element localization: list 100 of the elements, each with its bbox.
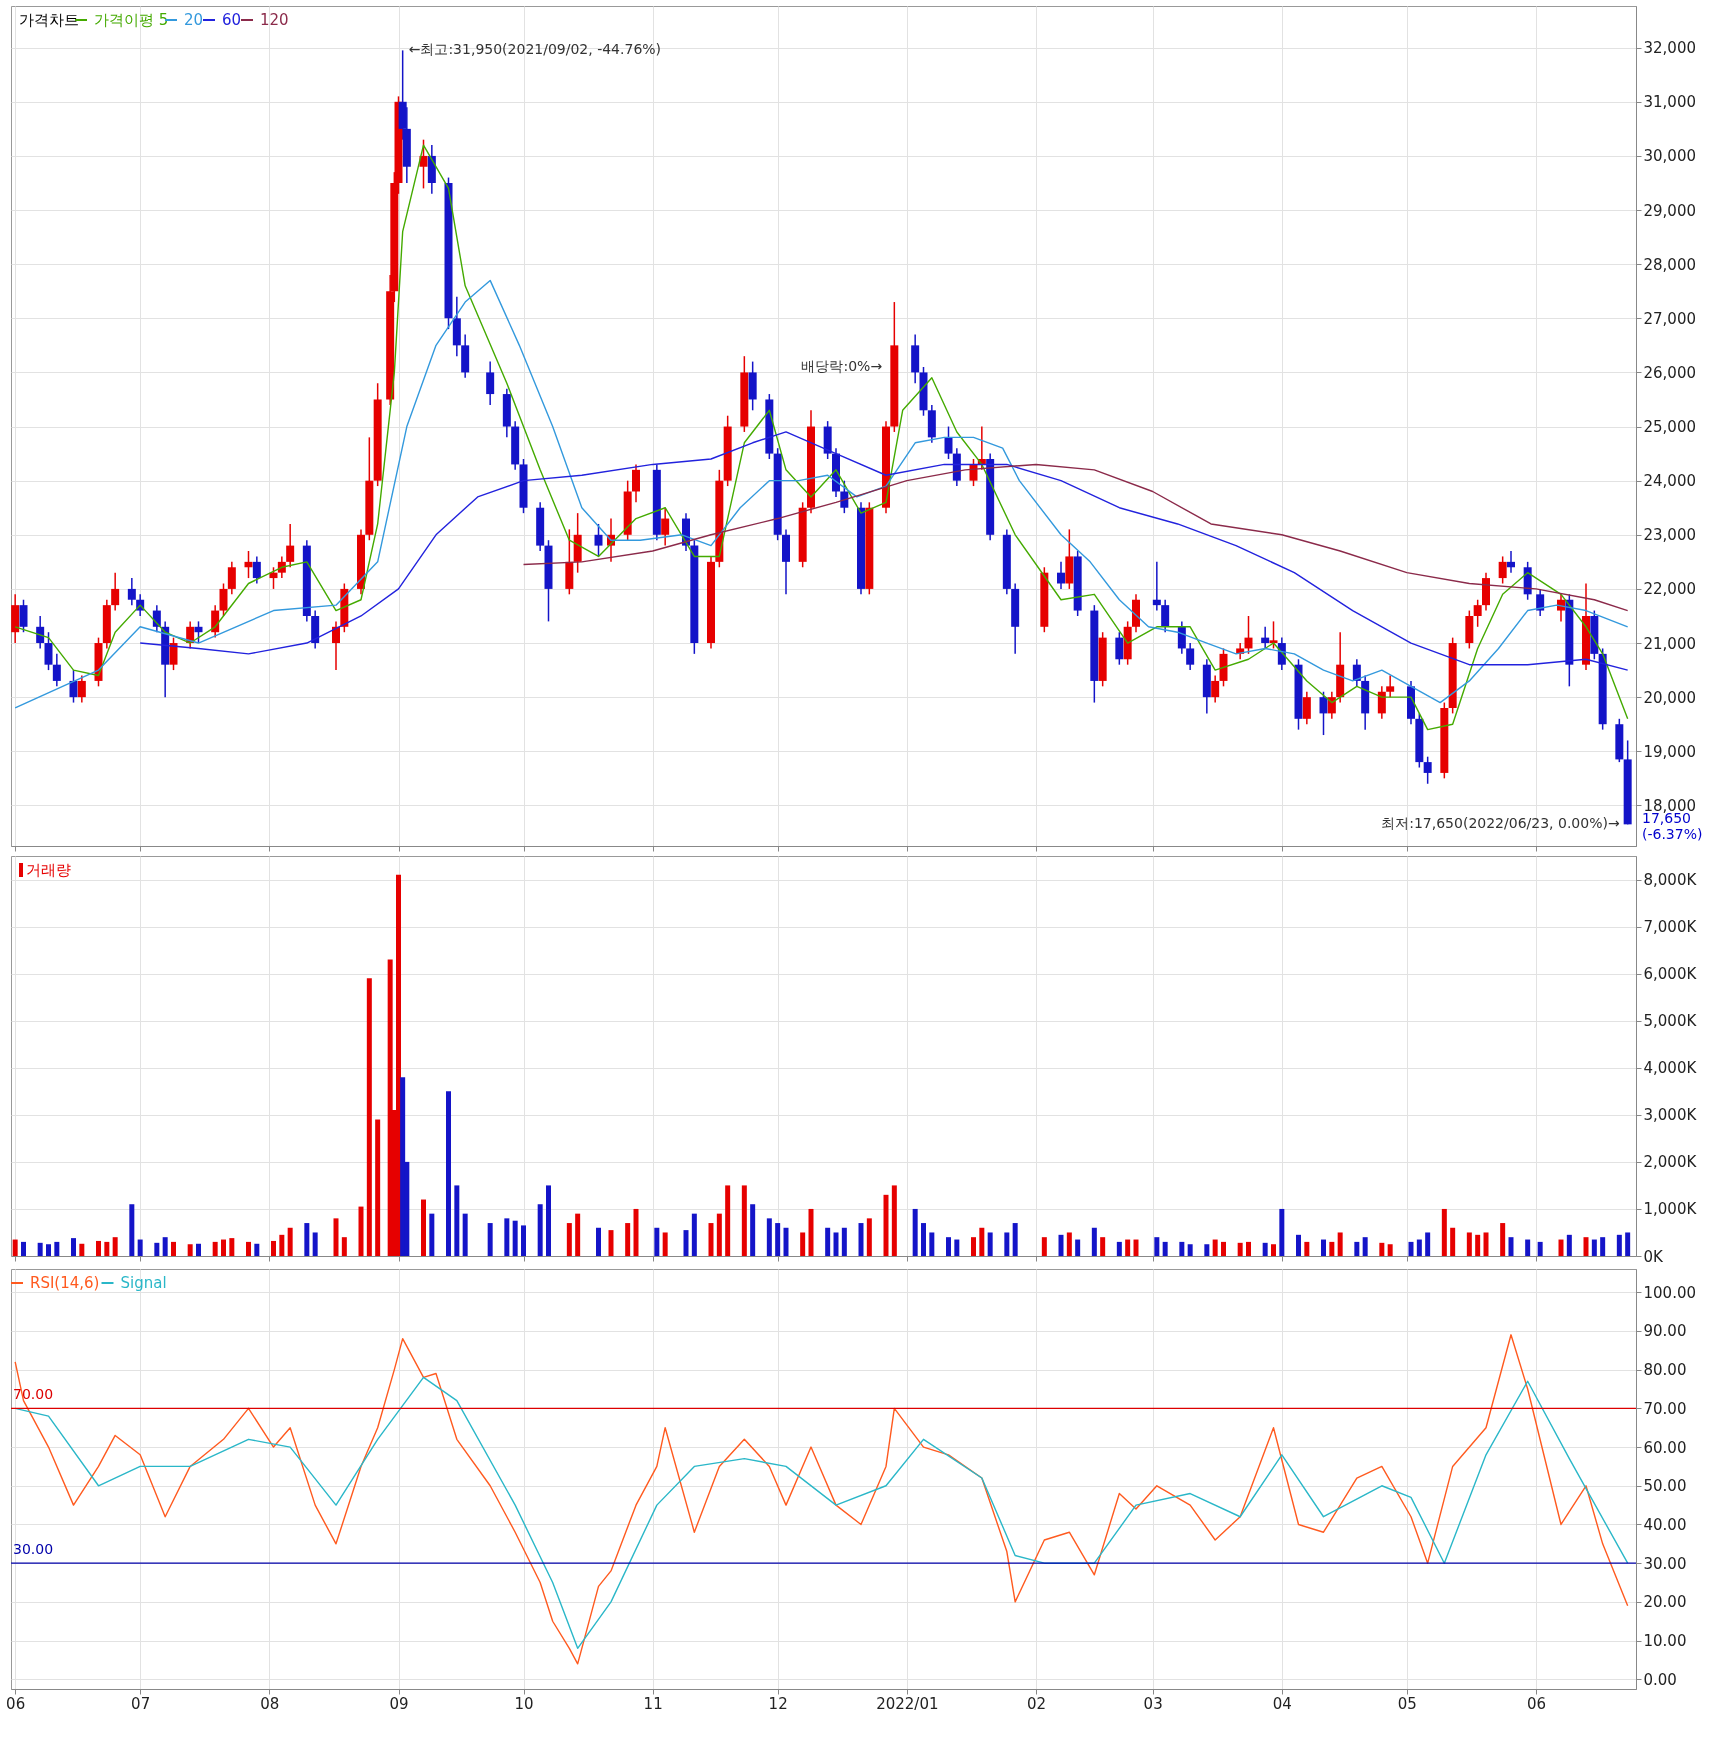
bar bbox=[504, 1218, 510, 1256]
bar bbox=[1304, 1241, 1310, 1256]
y-tick-label: 22,000 bbox=[1643, 580, 1696, 599]
bar bbox=[112, 1237, 118, 1256]
y-tick-label: 30,000 bbox=[1643, 147, 1696, 166]
bar bbox=[808, 1208, 814, 1256]
bar bbox=[1204, 1244, 1210, 1256]
y-tick-label: 20.00 bbox=[1643, 1593, 1687, 1612]
candlestick bbox=[840, 479, 849, 514]
candlestick bbox=[1269, 620, 1278, 650]
bar bbox=[716, 1213, 722, 1256]
bar bbox=[1566, 1234, 1572, 1256]
bar bbox=[883, 1194, 889, 1256]
bar bbox=[46, 1244, 51, 1256]
legend-label: 60 bbox=[222, 11, 242, 29]
bar bbox=[96, 1240, 101, 1256]
bar bbox=[304, 1223, 310, 1256]
bar bbox=[1337, 1232, 1343, 1256]
bar bbox=[825, 1227, 831, 1256]
bar bbox=[1221, 1241, 1226, 1256]
bar bbox=[833, 1232, 839, 1256]
y-tick-label: 80.00 bbox=[1643, 1361, 1687, 1380]
y-tick-label: 40.00 bbox=[1643, 1515, 1687, 1534]
candlestick bbox=[52, 653, 61, 688]
bar bbox=[37, 1242, 43, 1256]
bar bbox=[633, 1208, 639, 1256]
candlestick bbox=[594, 523, 603, 558]
bar bbox=[221, 1239, 226, 1256]
bar bbox=[79, 1243, 85, 1256]
bar bbox=[1179, 1241, 1185, 1256]
bar bbox=[566, 1223, 572, 1256]
bar bbox=[1466, 1232, 1472, 1256]
bar bbox=[187, 1244, 193, 1256]
line-series bbox=[14, 279, 1629, 709]
y-tick-label: 30.00 bbox=[1643, 1554, 1687, 1573]
bar bbox=[1296, 1234, 1301, 1256]
bar bbox=[1279, 1208, 1285, 1256]
bar bbox=[1537, 1241, 1543, 1256]
y-tick-label: 20,000 bbox=[1643, 688, 1696, 707]
y-tick-label: 8,000K bbox=[1643, 871, 1698, 890]
bar bbox=[841, 1227, 847, 1256]
bar bbox=[271, 1240, 276, 1256]
bar bbox=[1387, 1244, 1393, 1256]
candlestick bbox=[1152, 561, 1161, 612]
bar bbox=[1508, 1237, 1514, 1256]
candlestick bbox=[1115, 631, 1124, 666]
bar bbox=[1041, 1237, 1047, 1256]
line-series bbox=[14, 1376, 1629, 1650]
y-tick-label: 23,000 bbox=[1643, 526, 1696, 545]
bar bbox=[858, 1223, 864, 1256]
bar bbox=[912, 1208, 918, 1256]
candlestick bbox=[632, 463, 640, 504]
bar bbox=[800, 1232, 806, 1256]
candlestick bbox=[1473, 598, 1482, 628]
candlestick bbox=[1244, 615, 1253, 655]
candlestick bbox=[44, 631, 53, 671]
bar bbox=[1075, 1239, 1081, 1256]
bar bbox=[1162, 1241, 1168, 1256]
x-tick-label: 10 bbox=[514, 1694, 534, 1713]
candlestick bbox=[419, 138, 428, 190]
candlestick bbox=[1498, 555, 1507, 585]
y-tick-label: 28,000 bbox=[1643, 255, 1696, 274]
bar bbox=[946, 1237, 951, 1256]
y-tick-label: 6,000K bbox=[1643, 965, 1698, 984]
y-tick-label: 5,000K bbox=[1643, 1012, 1698, 1031]
bar bbox=[375, 1119, 381, 1256]
annotation: 최저:17,650(2022/06/23, 0.00%)→ bbox=[1381, 815, 1620, 832]
candlestick bbox=[1423, 755, 1432, 785]
y-tick-label: 0.00 bbox=[1643, 1670, 1677, 1689]
bar bbox=[725, 1185, 731, 1256]
bar bbox=[279, 1234, 285, 1256]
bar bbox=[1558, 1239, 1564, 1256]
bar bbox=[1012, 1223, 1018, 1256]
y-tick-label: 2,000K bbox=[1643, 1153, 1698, 1172]
bar bbox=[54, 1241, 60, 1256]
bar bbox=[750, 1204, 756, 1256]
x-tick-label: 07 bbox=[131, 1694, 151, 1713]
y-tick-label: 70.00 bbox=[1643, 1399, 1687, 1418]
bar bbox=[1116, 1241, 1122, 1256]
bar bbox=[1441, 1208, 1447, 1256]
legend-label: RSI(14,6) bbox=[30, 1274, 100, 1292]
y-tick-label: 21,000 bbox=[1643, 634, 1696, 653]
bar bbox=[1500, 1223, 1506, 1256]
bar bbox=[254, 1243, 260, 1256]
legend-label: 20 bbox=[184, 11, 204, 29]
x-tick-label: 12 bbox=[768, 1694, 788, 1713]
bar bbox=[341, 1237, 347, 1256]
bar bbox=[1091, 1227, 1097, 1256]
bar bbox=[487, 1223, 493, 1256]
bar bbox=[287, 1227, 293, 1256]
bar bbox=[1525, 1239, 1531, 1256]
bar bbox=[783, 1227, 789, 1256]
bar bbox=[129, 1204, 135, 1256]
y-tick-label: 29,000 bbox=[1643, 201, 1696, 220]
x-tick-label: 06 bbox=[6, 1694, 26, 1713]
bar bbox=[1625, 1232, 1631, 1256]
candlestick bbox=[227, 561, 236, 596]
bar bbox=[546, 1185, 551, 1256]
bar bbox=[741, 1185, 747, 1256]
candlestick bbox=[332, 620, 340, 671]
